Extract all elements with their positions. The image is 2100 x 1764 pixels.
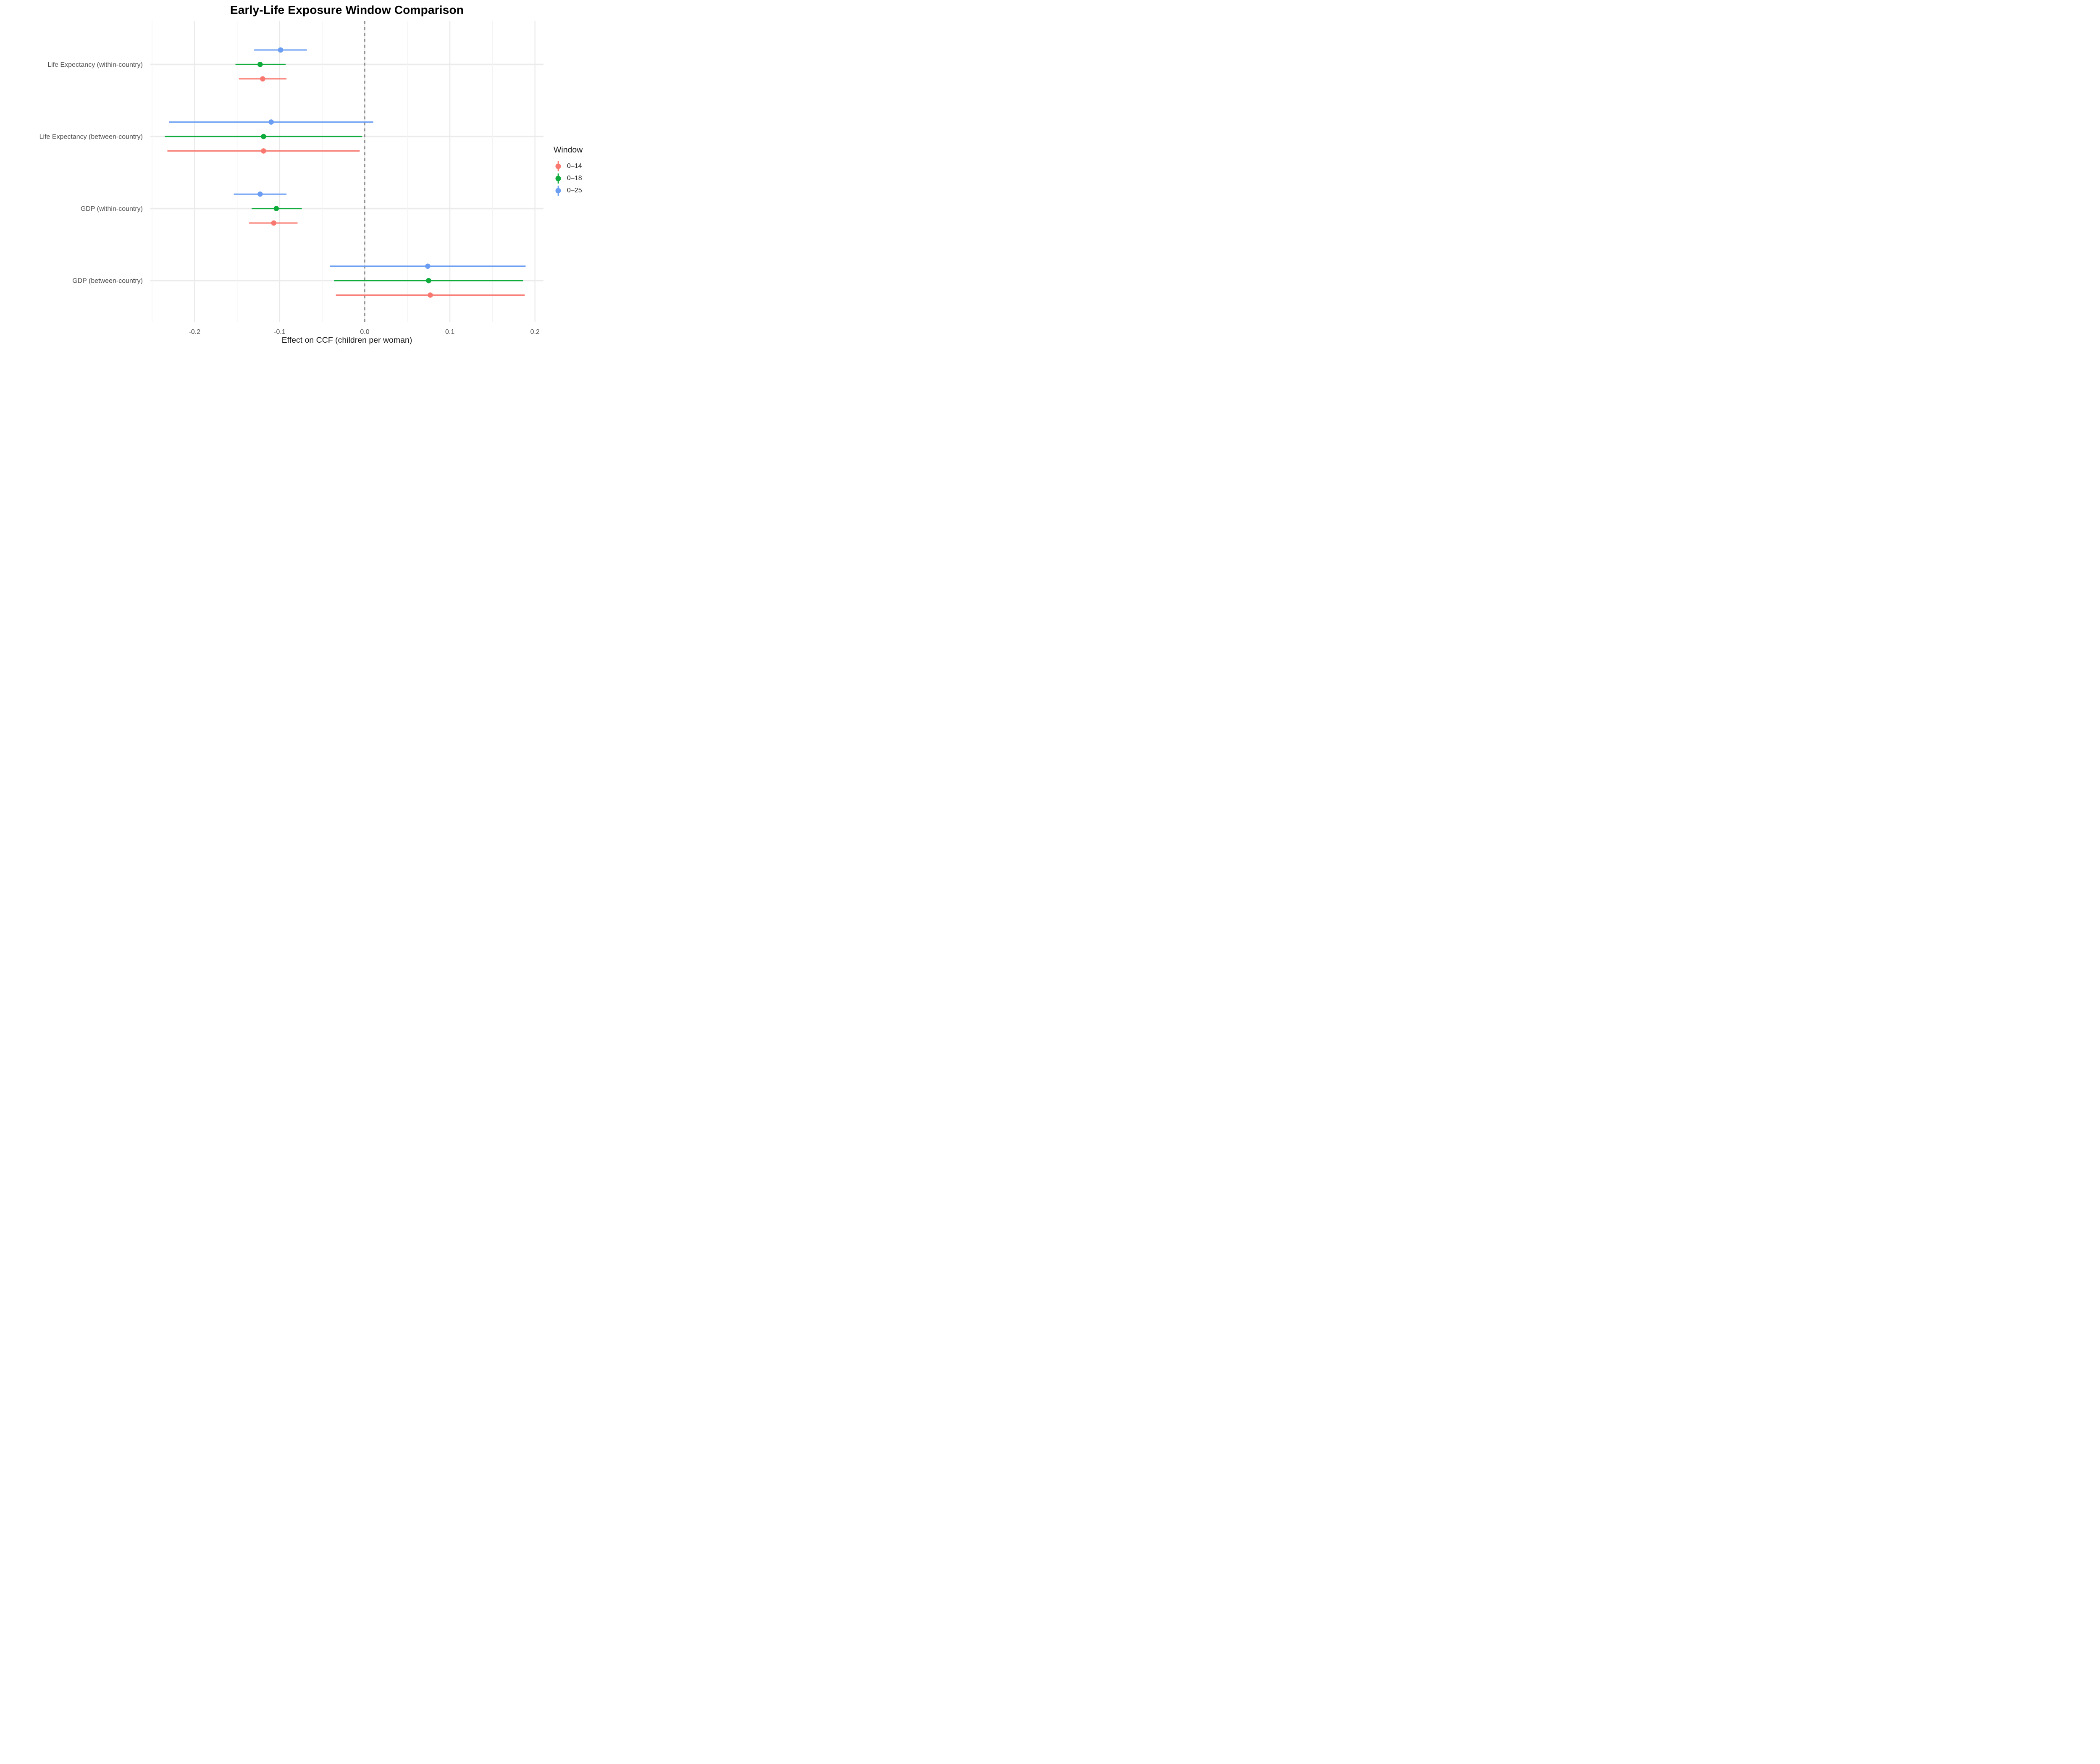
legend-label: 0–14: [567, 162, 582, 170]
chart-title: Early-Life Exposure Window Comparison: [230, 3, 464, 16]
legend-label: 0–25: [567, 186, 582, 194]
x-tick-label: -0.2: [189, 328, 201, 336]
pointrange-key-icon: [553, 161, 564, 172]
estimate-point-0–25-cat2: [257, 191, 263, 197]
estimate-point-0–25-cat3: [425, 263, 430, 269]
y-axis-label: GDP (within-country): [81, 205, 143, 213]
estimate-point-0–18-cat2: [273, 206, 279, 211]
legend: Window 0–14 0–18 0–25: [553, 145, 583, 197]
forest-plot-figure: Early-Life Exposure Window Comparison Li…: [0, 0, 605, 353]
x-tick-label: 0.2: [530, 328, 540, 336]
y-axis-label: GDP (between-country): [72, 278, 143, 285]
legend-label: 0–18: [567, 174, 582, 182]
x-tick-label: 0.0: [360, 328, 369, 336]
pointrange-key-icon: [553, 185, 564, 196]
plot-panel: Life Expectancy (within-country) Life Exp…: [39, 21, 543, 336]
estimate-point-0–25-cat1: [268, 119, 274, 125]
estimate-point-0–14-cat1: [261, 148, 266, 154]
estimate-point-0–18-cat1: [261, 134, 266, 139]
x-axis-title: Effect on CCF (children per woman): [281, 336, 412, 345]
estimate-point-0–25-cat0: [278, 47, 284, 53]
y-axis-label: Life Expectancy (within-country): [47, 61, 143, 68]
x-tick-label: 0.1: [445, 328, 454, 336]
legend-item-0–18: 0–18: [553, 172, 583, 184]
legend-items: 0–14 0–18 0–25: [553, 160, 583, 197]
key-dot: [555, 176, 561, 181]
key-dot: [555, 188, 561, 193]
y-axis-label: Life Expectancy (between-country): [39, 134, 143, 141]
estimate-point-0–14-cat0: [260, 76, 265, 82]
legend-item-0–25: 0–25: [553, 184, 583, 197]
key-dot: [555, 163, 561, 169]
legend-title: Window: [554, 145, 583, 155]
estimate-point-0–18-cat3: [426, 278, 431, 284]
estimate-point-0–14-cat2: [271, 220, 277, 226]
x-tick-label: -0.1: [274, 328, 286, 336]
estimate-point-0–18-cat0: [257, 62, 263, 67]
pointrange-key-icon: [553, 173, 564, 184]
estimate-point-0–14-cat3: [428, 292, 433, 298]
legend-item-0–14: 0–14: [553, 160, 583, 172]
